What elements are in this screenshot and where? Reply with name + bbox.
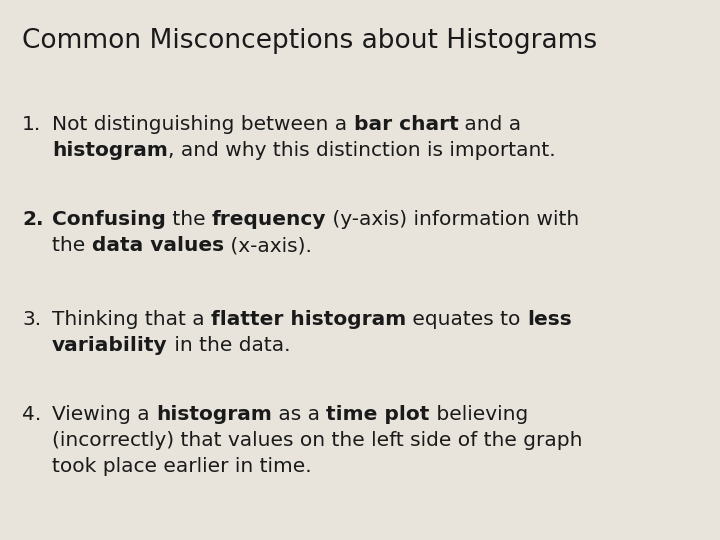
Text: Not distinguishing between a: Not distinguishing between a — [52, 115, 354, 134]
Text: in the data.: in the data. — [168, 336, 290, 355]
Text: data values: data values — [91, 236, 224, 255]
Text: Common Misconceptions about Histograms: Common Misconceptions about Histograms — [22, 28, 597, 54]
Text: Thinking that a: Thinking that a — [52, 310, 211, 329]
Text: the: the — [166, 210, 212, 229]
Text: bar chart: bar chart — [354, 115, 458, 134]
Text: equates to: equates to — [406, 310, 527, 329]
Text: 1.: 1. — [22, 115, 41, 134]
Text: believing: believing — [430, 405, 528, 424]
Text: the: the — [52, 236, 91, 255]
Text: histogram: histogram — [52, 141, 168, 160]
Text: 3.: 3. — [22, 310, 41, 329]
Text: (y-axis) information with: (y-axis) information with — [326, 210, 580, 229]
Text: 4.: 4. — [22, 405, 41, 424]
Text: and a: and a — [458, 115, 521, 134]
Text: frequency: frequency — [212, 210, 326, 229]
Text: , and why this distinction is important.: , and why this distinction is important. — [168, 141, 556, 160]
Text: Confusing: Confusing — [52, 210, 166, 229]
Text: variability: variability — [52, 336, 168, 355]
Text: 2.: 2. — [22, 210, 43, 229]
Text: histogram: histogram — [156, 405, 272, 424]
Text: (x-axis).: (x-axis). — [224, 236, 312, 255]
Text: Viewing a: Viewing a — [52, 405, 156, 424]
Text: flatter histogram: flatter histogram — [211, 310, 406, 329]
Text: time plot: time plot — [326, 405, 430, 424]
Text: took place earlier in time.: took place earlier in time. — [52, 457, 312, 476]
Text: (incorrectly) that values on the left side of the graph: (incorrectly) that values on the left si… — [52, 431, 582, 450]
Text: as a: as a — [272, 405, 326, 424]
Text: less: less — [527, 310, 572, 329]
